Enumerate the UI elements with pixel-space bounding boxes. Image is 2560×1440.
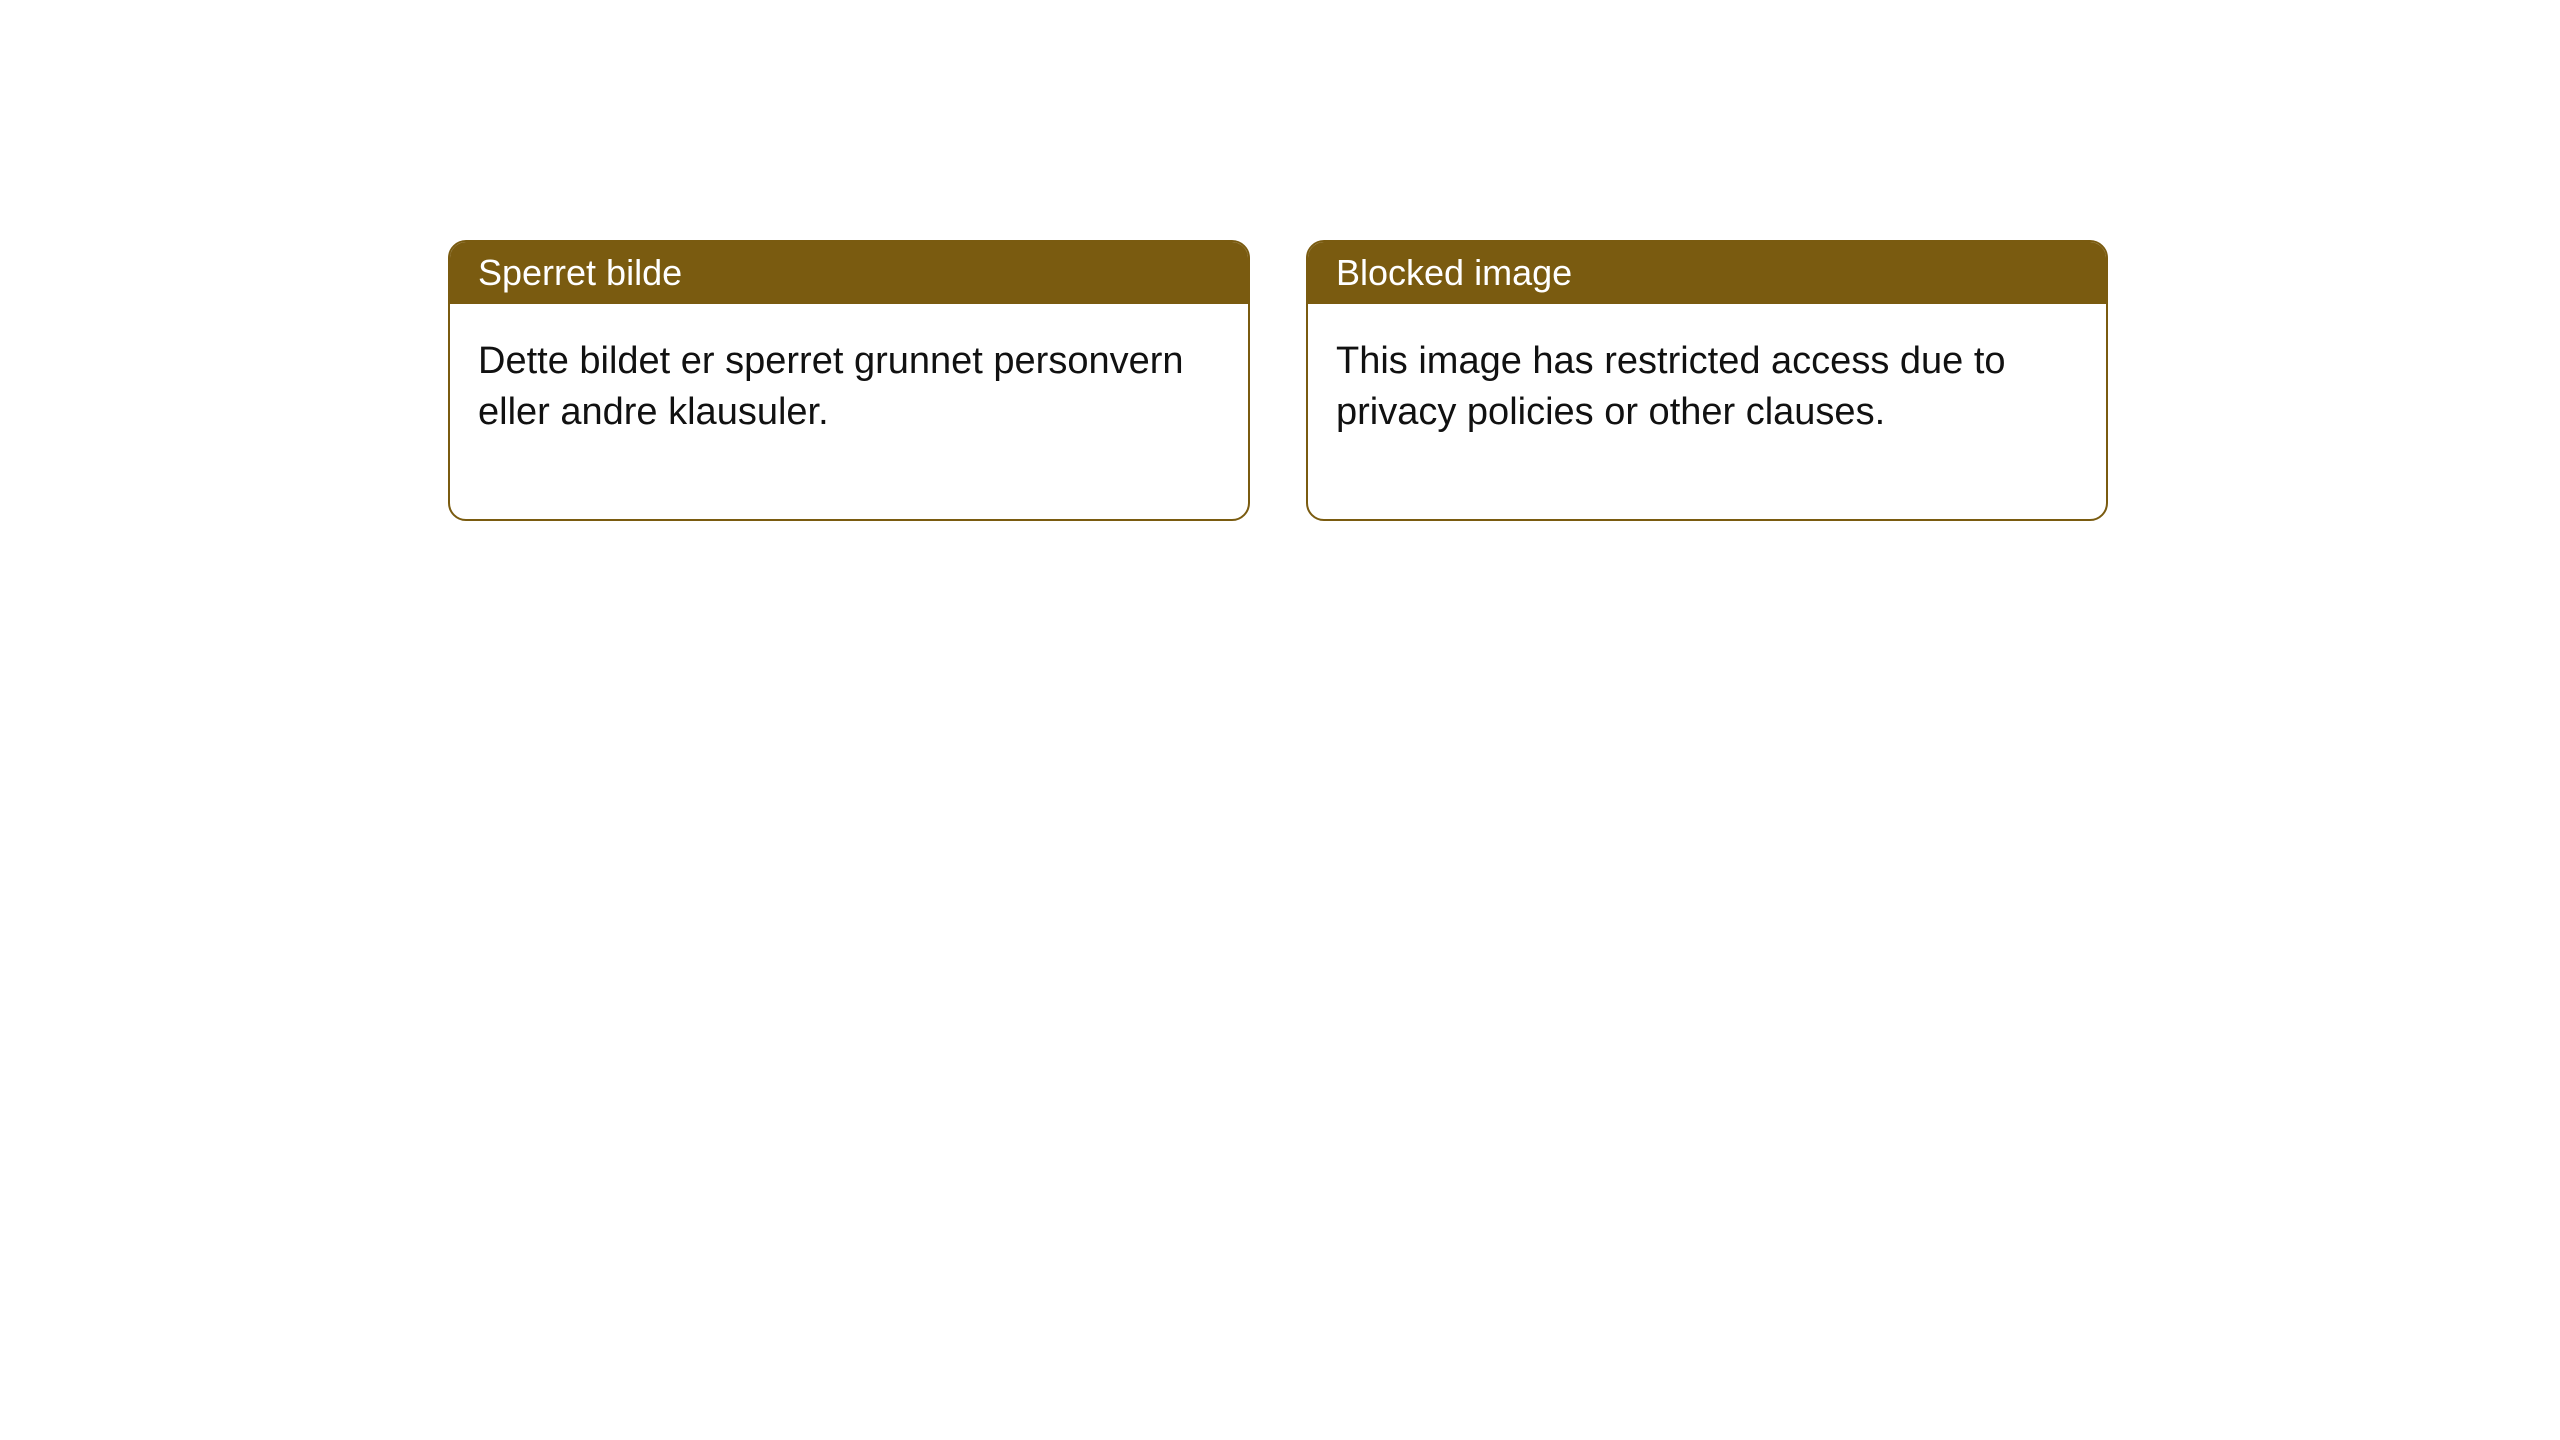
card-header: Blocked image bbox=[1308, 242, 2106, 304]
card-header: Sperret bilde bbox=[450, 242, 1248, 304]
card-body: This image has restricted access due to … bbox=[1308, 304, 2106, 519]
blocked-image-card-norwegian: Sperret bilde Dette bildet er sperret gr… bbox=[448, 240, 1250, 521]
card-body: Dette bildet er sperret grunnet personve… bbox=[450, 304, 1248, 519]
notice-container: Sperret bilde Dette bildet er sperret gr… bbox=[0, 0, 2560, 521]
blocked-image-card-english: Blocked image This image has restricted … bbox=[1306, 240, 2108, 521]
